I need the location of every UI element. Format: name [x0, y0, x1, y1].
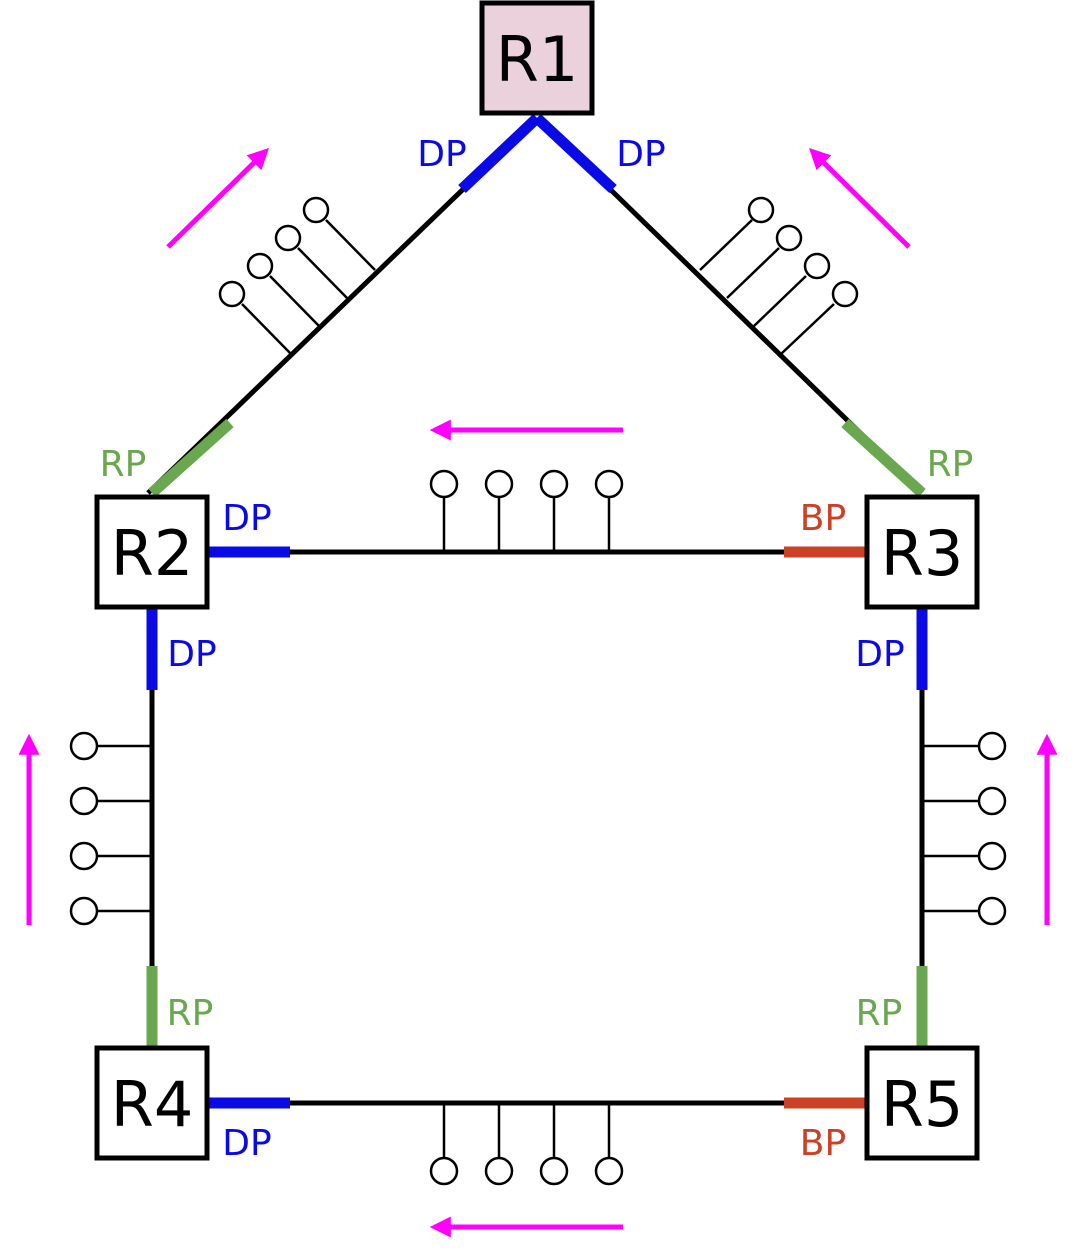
router-r1-label: R1	[496, 23, 579, 96]
router-r4-box	[94, 1045, 210, 1161]
host-icon	[747, 196, 775, 224]
host-icon	[831, 280, 859, 308]
router-r3-label: R3	[881, 517, 964, 590]
host-icon	[69, 786, 99, 816]
router-r1-box	[479, 0, 595, 116]
port-label-r2-up: RP	[100, 444, 147, 485]
hosts-r3-r5	[922, 731, 1007, 926]
router-r3: R3	[864, 494, 980, 610]
flow-arrow-r1-r3	[809, 148, 911, 249]
port-label-r4-up: RP	[167, 993, 214, 1034]
host-icon	[246, 252, 274, 280]
hosts-r2-r4	[69, 731, 152, 926]
port-label-r4-right: DP	[222, 1123, 271, 1164]
port-segments	[146, 113, 928, 1109]
port-label-r1-right: DP	[616, 134, 665, 175]
host-icon	[484, 1156, 514, 1186]
flow-arrows	[18, 148, 1058, 1238]
host-icon	[69, 896, 99, 926]
port-label-r5-left: BP	[800, 1123, 846, 1164]
host-icon	[484, 469, 514, 499]
host-icon	[274, 224, 302, 252]
host-icon	[977, 896, 1007, 926]
router-r4-label: R4	[111, 1068, 194, 1141]
port-r3-up	[841, 418, 926, 498]
host-icon	[539, 469, 569, 499]
host-icon	[302, 196, 330, 224]
host-icon	[218, 280, 246, 308]
hosts-r1-r3	[699, 196, 859, 355]
router-r1: R1	[479, 0, 595, 116]
host-icon	[539, 1156, 569, 1186]
port-r2-up	[148, 418, 234, 498]
host-icon	[429, 1156, 459, 1186]
router-r2: R2	[94, 494, 210, 610]
host-icon	[69, 731, 99, 761]
host-icon	[977, 841, 1007, 871]
port-r1-left	[458, 114, 541, 193]
host-icon	[803, 252, 831, 280]
router-r5-label: R5	[881, 1068, 964, 1141]
port-r1-right	[533, 113, 617, 194]
flow-arrow-r1-r2	[166, 148, 270, 249]
port-label-r3-up: RP	[927, 444, 974, 485]
host-icon	[594, 1156, 624, 1186]
host-icon	[977, 731, 1007, 761]
port-label-r5-up: RP	[856, 993, 903, 1034]
router-r3-box	[864, 494, 980, 610]
host-icon	[977, 786, 1007, 816]
router-r5-box	[864, 1045, 980, 1161]
router-r2-box	[94, 494, 210, 610]
host-icon	[429, 469, 459, 499]
port-label-r1-left: DP	[417, 134, 466, 175]
port-label-r3-left: BP	[800, 498, 846, 539]
router-r2-label: R2	[111, 517, 194, 590]
hosts-r1-r2	[218, 196, 376, 355]
host-icon	[69, 841, 99, 871]
host-icon	[594, 469, 624, 499]
port-labels: DP DP RP RP DP BP DP DP RP RP DP BP	[100, 134, 974, 1164]
router-r5: R5	[864, 1045, 980, 1161]
hosts-r4-r5	[429, 1103, 624, 1186]
port-label-r2-down: DP	[167, 634, 216, 675]
host-icon	[775, 224, 803, 252]
hosts-r2-r3	[429, 469, 624, 552]
router-r4: R4	[94, 1045, 210, 1161]
port-label-r2-right: DP	[222, 498, 271, 539]
port-label-r3-down: DP	[855, 634, 904, 675]
